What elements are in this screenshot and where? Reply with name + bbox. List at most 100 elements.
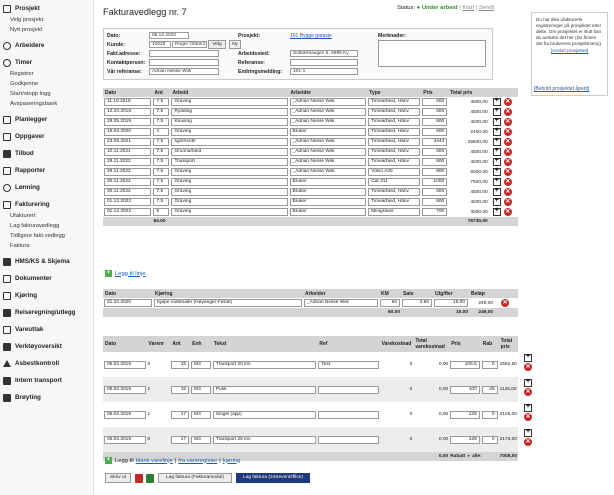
vareregister-link[interactable]: fra vareregister xyxy=(178,457,218,464)
excel-icon[interactable] xyxy=(146,473,154,483)
status-sent-link[interactable]: Sendt xyxy=(479,5,495,11)
delete-row-icon[interactable]: ✕ xyxy=(503,158,512,166)
copy-row-icon[interactable] xyxy=(492,187,501,196)
kjoring-sats-field[interactable]: 3.90 xyxy=(402,299,432,307)
timer-arbeid-field[interactable]: Knusing xyxy=(171,118,288,126)
varer-rabatt-field[interactable]: 0 xyxy=(481,435,498,444)
timer-pris-field[interactable]: 600 xyxy=(422,188,448,196)
varer-ref-field[interactable] xyxy=(318,385,379,394)
delete-row-icon[interactable]: ✕ xyxy=(501,299,509,307)
delete-row-icon[interactable]: ✕ xyxy=(503,118,512,126)
timer-type-field[interactable]: Timearbeid, Hånv xyxy=(368,98,421,106)
delete-row-icon[interactable]: ✕ xyxy=(503,208,512,216)
copy-row-icon[interactable] xyxy=(524,353,532,362)
sidebar-item-tilbud[interactable]: Tilbud xyxy=(0,147,93,160)
timer-ant-field[interactable]: 7.5 xyxy=(153,108,170,116)
timer-type-field[interactable]: Timearbeid, Hånv xyxy=(368,158,421,166)
varer-dato-field[interactable]: 05.02.2019 xyxy=(104,435,146,444)
timer-arbeider-field[interactable]: _Adrian Nesse Wiik xyxy=(289,118,367,126)
sidebar-item-asbestkontroll[interactable]: Asbestkontroll xyxy=(0,357,93,370)
delete-row-icon[interactable]: ✕ xyxy=(503,178,512,186)
varer-ref-field[interactable] xyxy=(318,435,379,444)
copy-row-icon[interactable] xyxy=(492,167,501,176)
copy-row-icon[interactable] xyxy=(492,177,501,186)
varer-tekst-field[interactable]: Transport 25 km xyxy=(212,435,317,444)
timer-pris-field[interactable]: 700 xyxy=(422,208,448,216)
behold-prosjekt-link[interactable]: [Behold prosjektet åpent] xyxy=(534,86,590,92)
timer-dato-field[interactable]: 11.10.2018 xyxy=(104,98,152,106)
delete-row-icon[interactable]: ✕ xyxy=(524,363,532,371)
sidebar-item-intern-transport[interactable]: Intern transport xyxy=(0,374,93,387)
delete-row-icon[interactable]: ✕ xyxy=(503,108,512,116)
delete-row-icon[interactable]: ✕ xyxy=(503,188,512,196)
varer-rabatt-field[interactable]: 0 xyxy=(481,410,498,419)
timer-dato-field[interactable]: 29.05.2019 xyxy=(104,118,152,126)
sidebar-item-verkt-yoversikt[interactable]: Verktøyoversikt xyxy=(0,340,93,353)
lag-faktura-button[interactable]: Lag faktura (Fakturamodul) xyxy=(158,473,232,483)
sidebar-subitem-velg-prosjekt[interactable]: Velg prosjekt xyxy=(10,17,44,23)
timer-type-field[interactable]: Timearbeid, Hånv xyxy=(368,118,421,126)
timer-pris-field[interactable]: 600 xyxy=(422,148,448,156)
timer-dato-field[interactable]: 23.09.2021 xyxy=(104,138,152,146)
copy-row-icon[interactable] xyxy=(492,127,501,136)
varer-rabatt-field[interactable]: 25 xyxy=(481,385,498,394)
sidebar-subitem-faktura[interactable]: Faktura xyxy=(10,243,30,249)
kjoring-km-field[interactable]: 60 xyxy=(380,299,400,307)
varer-tekst-field[interactable]: Singel (app) xyxy=(212,410,317,419)
copy-row-icon[interactable] xyxy=(524,403,532,412)
delete-row-icon[interactable]: ✕ xyxy=(524,413,532,421)
timer-type-field[interactable]: Timearbeid, Hånv xyxy=(368,128,421,136)
sidebar-subitem-registrer[interactable]: Registrer xyxy=(10,71,34,77)
timer-pris-field[interactable]: 600 xyxy=(422,108,448,116)
timer-arbeid-field[interactable]: Transport xyxy=(171,158,288,166)
copy-row-icon[interactable] xyxy=(492,157,501,166)
sidebar-item-rapporter[interactable]: Rapporter xyxy=(0,164,93,177)
timer-type-field[interactable]: Timearbeid, Hånv xyxy=(368,108,421,116)
arbeidssted-field[interactable]: Solbærhaugen 5, 6995 Ky xyxy=(290,50,358,57)
timer-pris-field[interactable]: 600 xyxy=(422,128,448,136)
timer-arbeid-field[interactable]: Graving xyxy=(171,98,288,106)
sidebar-item-oppgaver[interactable]: Oppgaver xyxy=(0,130,93,143)
kontaktperson-field[interactable] xyxy=(149,59,219,66)
copy-row-icon[interactable] xyxy=(492,197,501,206)
copy-row-icon[interactable] xyxy=(524,378,532,387)
timer-arbeid-field[interactable]: Graving xyxy=(171,168,288,176)
delete-row-icon[interactable]: ✕ xyxy=(503,138,512,146)
varer-dato-field[interactable]: 05.02.2019 xyxy=(104,410,146,419)
sidebar-item-vareuttak[interactable]: Vareuttak xyxy=(0,323,93,336)
varer-pris-field[interactable]: 128 xyxy=(450,435,480,444)
add-line-link[interactable]: Legg til linje xyxy=(115,270,146,277)
timer-dato-field[interactable]: 10.11.2021 xyxy=(104,148,152,156)
timer-arbeider-field[interactable]: _Adrian Nesse Wiik xyxy=(289,168,367,176)
timer-ant-field[interactable]: 7.5 xyxy=(153,188,170,196)
timer-pris-field[interactable]: 3444 xyxy=(422,138,448,146)
timer-type-field[interactable]: Cat 311 xyxy=(368,178,421,186)
sidebar-subitem-godkjenne[interactable]: Godkjenne xyxy=(10,81,39,87)
varer-ref-field[interactable] xyxy=(318,410,379,419)
timer-arbeider-field[interactable]: _Adrian Nesse Wiik xyxy=(289,98,367,106)
sidebar-item-kj-ring[interactable]: Kjøring xyxy=(0,289,93,302)
avslutt-prosjekt-link[interactable]: [Avslutt prosjektet] xyxy=(550,48,589,53)
endringsmelding-field[interactable]: 101-1 xyxy=(290,68,358,75)
status-ready-link[interactable]: Klart xyxy=(462,5,475,11)
sidebar-subitem-tidligere-fakt-vedlegg[interactable]: Tidligere fakt.vedlegg xyxy=(10,233,65,239)
sidebar-item-dokumenter[interactable]: Dokumenter xyxy=(0,272,93,285)
sidebar-item-arbeidere[interactable]: Arbeidere xyxy=(0,39,93,52)
varer-rabatt-field[interactable]: 0 xyxy=(481,360,498,369)
varer-ref-field[interactable]: Test xyxy=(318,360,379,369)
timer-arbeid-field[interactable]: Rydding xyxy=(171,108,288,116)
timer-type-field[interactable]: Timearbeid, Hånv xyxy=(368,148,421,156)
rabatt-select-icon[interactable]: ● xyxy=(467,454,471,459)
timer-arbeid-field[interactable]: Graving xyxy=(171,208,288,216)
varer-dato-field[interactable]: 05.02.2019 xyxy=(104,385,146,394)
varer-ant-field[interactable]: 15 xyxy=(171,360,190,369)
varer-pris-field[interactable]: 125 xyxy=(450,410,480,419)
timer-ant-field[interactable]: 7.5 xyxy=(153,198,170,206)
timer-arbeider-field[interactable]: Bruker xyxy=(289,198,367,206)
varer-enh-field[interactable]: M3 xyxy=(191,360,211,369)
referanse-field[interactable] xyxy=(290,59,358,66)
timer-pris-field[interactable]: 600 xyxy=(422,118,448,126)
delete-row-icon[interactable]: ✕ xyxy=(503,148,512,156)
timer-arbeider-field[interactable]: Bruker xyxy=(289,128,367,136)
timer-arbeid-field[interactable]: Graving xyxy=(171,198,288,206)
